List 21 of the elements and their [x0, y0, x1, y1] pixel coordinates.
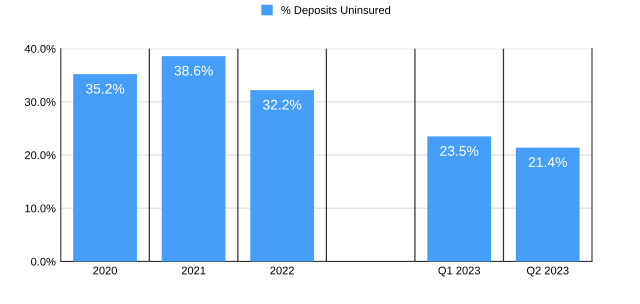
bar: [250, 90, 314, 262]
data-label: 32.2%: [262, 100, 302, 110]
bar: [73, 74, 137, 262]
y-tick-label: 30.0%: [24, 98, 56, 106]
data-label: 21.4%: [528, 157, 567, 168]
x-tick-label: 2020: [93, 266, 117, 274]
x-tick-label: 2022: [270, 266, 294, 274]
bar: [516, 148, 580, 262]
x-tick-label: Q1 2023: [438, 266, 480, 276]
x-tick-label: Q2 2023: [526, 266, 569, 276]
x-tick-label: 2021: [182, 266, 206, 274]
y-tick-label: 40.0%: [24, 44, 56, 53]
legend-label: % Deposits Uninsured: [281, 6, 390, 16]
y-tick-label: 0.0%: [31, 258, 56, 266]
bar: [427, 136, 492, 262]
data-label: 23.5%: [440, 146, 478, 156]
y-tick-label: 10.0%: [25, 204, 56, 212]
bar: [162, 56, 226, 262]
data-label: 35.2%: [86, 84, 124, 94]
data-label: 38.6%: [174, 66, 213, 76]
y-tick-label: 20.0%: [24, 151, 56, 160]
